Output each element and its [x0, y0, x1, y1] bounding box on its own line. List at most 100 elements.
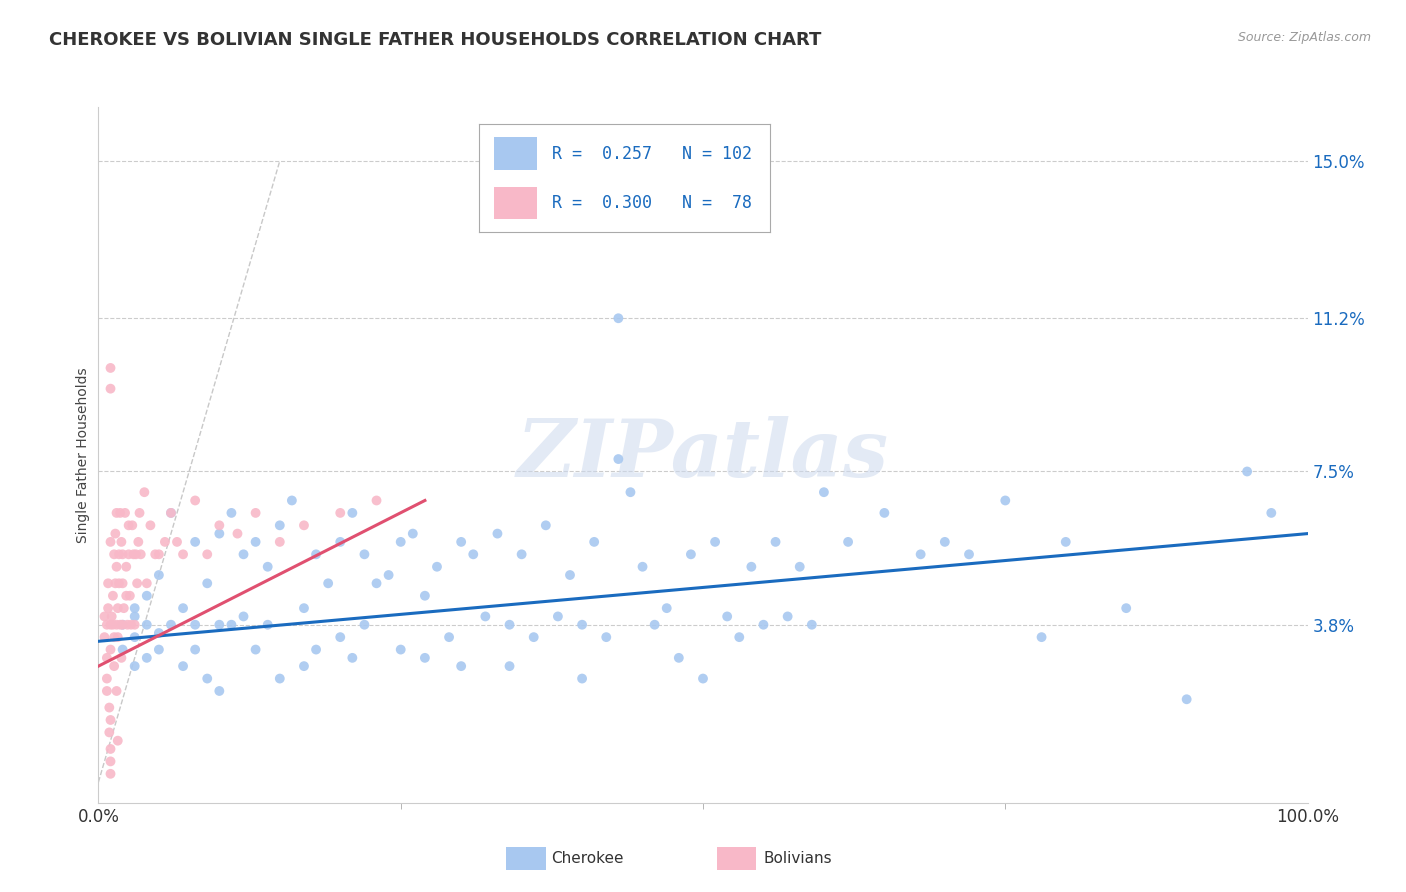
Point: [148, 642, 170, 657]
Point: [607, 311, 630, 326]
Point: [342, 651, 364, 665]
Point: [108, 576, 131, 591]
Point: [96, 651, 118, 665]
Point: [1236, 465, 1258, 479]
Point: [342, 506, 364, 520]
Point: [934, 535, 956, 549]
Point: [100, 617, 122, 632]
Text: CHEROKEE VS BOLIVIAN SINGLE FATHER HOUSEHOLDS CORRELATION CHART: CHEROKEE VS BOLIVIAN SINGLE FATHER HOUSE…: [49, 31, 821, 49]
Point: [692, 672, 714, 686]
Point: [118, 589, 141, 603]
Point: [208, 684, 231, 698]
Point: [571, 672, 593, 686]
Point: [100, 755, 122, 769]
Point: [101, 589, 124, 603]
Point: [1115, 601, 1137, 615]
Point: [96, 672, 118, 686]
Point: [110, 535, 132, 549]
Point: [305, 547, 328, 561]
Point: [134, 485, 156, 500]
Point: [789, 559, 811, 574]
Point: [100, 742, 122, 756]
Point: [1260, 506, 1282, 520]
Point: [281, 493, 304, 508]
Point: [103, 659, 125, 673]
Point: [160, 506, 183, 520]
Point: [631, 559, 654, 574]
Point: [1031, 630, 1053, 644]
Point: [98, 725, 121, 739]
Point: [160, 506, 183, 520]
Point: [110, 651, 132, 665]
Point: [107, 733, 129, 747]
Point: [402, 526, 425, 541]
Point: [129, 547, 152, 561]
Point: [122, 547, 145, 561]
Point: [114, 506, 136, 520]
Point: [329, 506, 352, 520]
Point: [128, 506, 150, 520]
Point: [292, 601, 315, 615]
Text: Source: ZipAtlas.com: Source: ZipAtlas.com: [1237, 31, 1371, 45]
Point: [104, 576, 127, 591]
Point: [679, 547, 702, 561]
Point: [245, 535, 267, 549]
Point: [377, 568, 399, 582]
Point: [245, 642, 267, 657]
Point: [100, 713, 122, 727]
Point: [105, 617, 128, 632]
Point: [498, 617, 520, 632]
Text: ZIPatlas: ZIPatlas: [517, 417, 889, 493]
Point: [994, 493, 1017, 508]
Point: [108, 547, 131, 561]
Point: [101, 617, 124, 632]
Point: [100, 609, 122, 624]
Point: [450, 659, 472, 673]
Point: [103, 547, 125, 561]
Point: [292, 659, 315, 673]
Point: [195, 547, 218, 561]
Point: [148, 568, 170, 582]
Point: [910, 547, 932, 561]
Point: [486, 526, 509, 541]
Point: [118, 518, 141, 533]
Point: [139, 518, 162, 533]
Point: [160, 617, 183, 632]
Point: [124, 659, 146, 673]
Point: [292, 518, 315, 533]
Point: [111, 576, 134, 591]
Point: [800, 617, 823, 632]
Point: [103, 630, 125, 644]
Point: [873, 506, 896, 520]
Point: [100, 382, 122, 396]
Point: [607, 452, 630, 467]
Point: [232, 609, 254, 624]
Point: [957, 547, 980, 561]
Point: [153, 535, 176, 549]
Point: [98, 700, 121, 714]
Point: [837, 535, 859, 549]
Point: [619, 485, 641, 500]
Point: [166, 535, 188, 549]
Point: [329, 630, 352, 644]
Point: [127, 535, 149, 549]
Point: [813, 485, 835, 500]
Point: [172, 659, 194, 673]
Y-axis label: Single Father Households: Single Father Households: [76, 368, 90, 542]
Point: [117, 617, 139, 632]
Point: [120, 617, 142, 632]
Point: [329, 535, 352, 549]
Point: [135, 617, 157, 632]
Point: [125, 547, 148, 561]
Point: [100, 535, 122, 549]
Point: [498, 659, 520, 673]
Point: [221, 506, 243, 520]
Point: [353, 547, 375, 561]
Point: [510, 547, 533, 561]
Point: [366, 576, 388, 591]
Point: [389, 535, 412, 549]
Point: [172, 601, 194, 615]
Point: [413, 651, 436, 665]
Point: [668, 651, 690, 665]
Point: [115, 559, 138, 574]
